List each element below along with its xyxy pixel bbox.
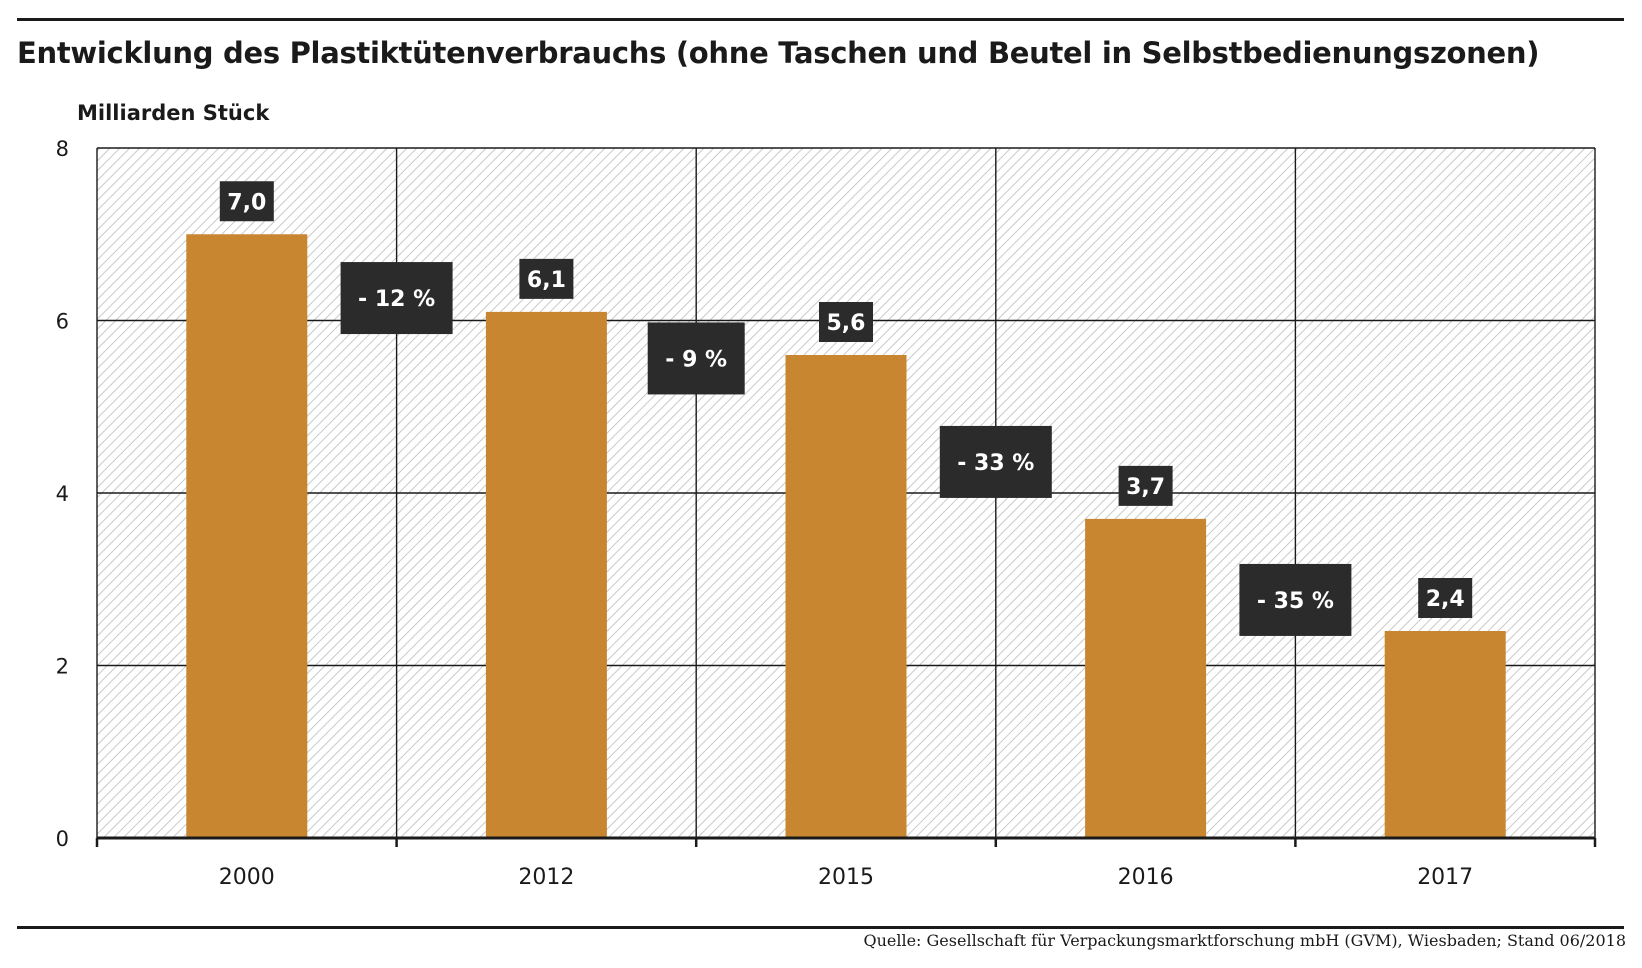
value-label: 7,0 [227,190,266,215]
bar-2015 [785,355,907,838]
value-label-box [219,181,274,222]
y-axis-unit-label: Milliarden Stück [77,101,270,125]
y-tick-label: 8 [56,137,69,161]
x-tick-label: 2017 [1417,865,1473,890]
value-label: 3,7 [1126,475,1165,500]
change-label: - 33 % [957,451,1034,476]
chart-title: Entwicklung des Plastiktütenverbrauchs (… [17,36,1540,70]
change-label: - 35 % [1257,589,1334,614]
change-label-box [647,322,745,395]
x-tick-label: 2016 [1118,865,1174,890]
y-tick-label: 2 [56,655,69,679]
top-rule [17,18,1624,21]
bar-2017 [1384,631,1506,838]
y-tick-label: 0 [56,827,69,851]
change-label-box [1239,563,1352,636]
bar-2000 [186,234,308,838]
axes: 0 2 4 6 8 2000 2012 2015 2016 2017 [56,137,1597,890]
value-label-box [819,302,873,342]
y-tick-label: 6 [56,310,69,334]
y-tick-label: 4 [56,482,69,506]
value-label-box [519,258,574,299]
value-label: 6,1 [527,268,566,293]
change-label-box [939,425,1052,498]
bar-2012 [485,311,607,838]
value-label: 5,6 [827,311,866,336]
bottom-rule [17,926,1624,929]
source-note: Quelle: Gesellschaft für Verpackungsmark… [863,931,1626,950]
bars [186,234,1506,838]
x-tick-label: 2015 [818,865,874,890]
x-tick-label: 2012 [518,865,574,890]
bar-2016 [1085,518,1207,838]
value-label-box [1418,578,1473,618]
value-label-box [1118,465,1173,506]
change-label-box [340,262,453,335]
value-label: 2,4 [1426,587,1465,612]
x-tick-label: 2000 [219,865,275,890]
data-labels: 7,0 6,1 5,6 3,7 2,4 - 12 % - 9 % - 33 % - 35 % [219,181,1473,636]
change-label: - 12 % [358,287,435,312]
change-label: - 9 % [665,347,727,372]
